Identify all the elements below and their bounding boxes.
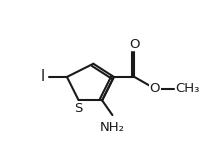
Text: NH₂: NH₂ bbox=[100, 121, 125, 134]
Text: O: O bbox=[129, 38, 140, 51]
Text: O: O bbox=[150, 82, 160, 95]
Text: S: S bbox=[75, 102, 83, 115]
Text: CH₃: CH₃ bbox=[175, 82, 200, 95]
Text: I: I bbox=[41, 69, 45, 84]
